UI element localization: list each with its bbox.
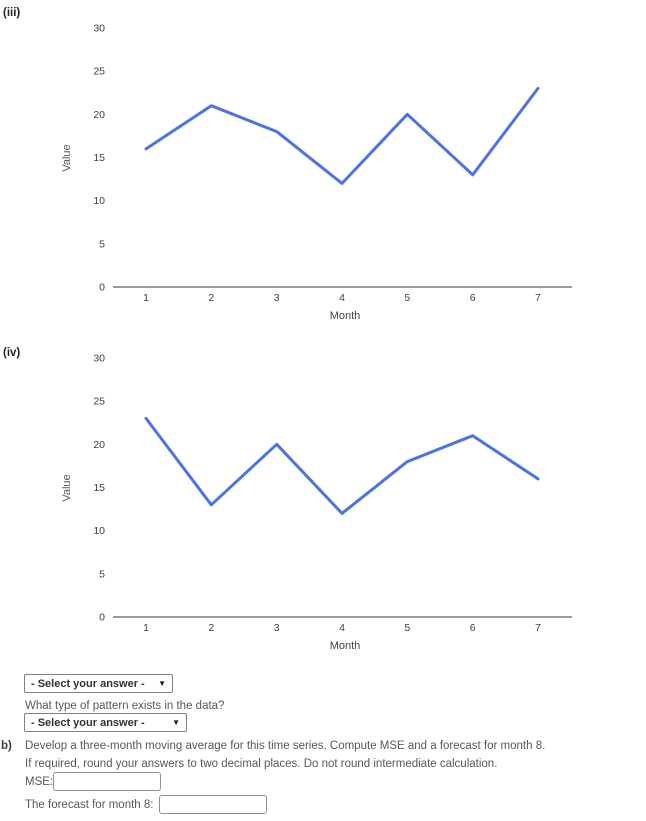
svg-text:3: 3 [274,292,280,304]
pattern-question-text: What type of pattern exists in the data? [25,700,225,712]
chart-panel-iii: (iii) Value 0 5 10 15 20 25 30 1 2 3 4 5 6 7 Month [0,0,646,330]
svg-text:4: 4 [339,622,345,634]
line-chart-iv: 0 5 10 15 20 25 30 1 2 3 4 5 6 7 [93,353,572,634]
svg-text:3: 3 [274,622,280,634]
x-axis-title: Month [329,310,361,322]
svg-text:2: 2 [208,622,214,634]
part-b-marker: b) [1,740,12,752]
svg-text:5: 5 [99,238,105,250]
svg-text:5: 5 [404,622,410,634]
answer-select-2[interactable]: - Select your answer - ▼ [24,713,187,732]
svg-text:15: 15 [93,152,105,164]
svg-text:10: 10 [93,525,105,537]
svg-text:5: 5 [99,568,105,580]
svg-text:25: 25 [93,66,105,78]
svg-text:10: 10 [93,195,105,207]
svg-text:15: 15 [93,482,105,494]
svg-text:20: 20 [93,109,105,121]
mse-label: MSE: [25,776,54,788]
svg-text:25: 25 [93,396,105,408]
panel-label-iv: (iv) [3,347,21,359]
svg-text:1: 1 [143,292,149,304]
answer-select-2-label: - Select your answer - [31,716,145,729]
svg-text:30: 30 [93,23,105,35]
svg-text:1: 1 [143,622,149,634]
panel-label-iii: (iii) [3,7,21,19]
answer-select-1-label: - Select your answer - [31,677,145,690]
svg-text:20: 20 [93,439,105,451]
svg-text:0: 0 [99,282,105,294]
line-chart-iii: 0 5 10 15 20 25 30 1 2 3 4 5 6 7 [93,23,572,304]
chevron-down-icon: ▼ [158,679,166,688]
part-b-instruction-line1: Develop a three-month moving average for… [25,740,546,752]
x-axis-title: Month [329,640,361,652]
chevron-down-icon: ▼ [172,718,180,727]
forecast-input[interactable] [159,795,267,814]
svg-text:6: 6 [470,292,476,304]
answer-select-1[interactable]: - Select your answer - ▼ [24,674,173,693]
svg-text:30: 30 [93,353,105,365]
forecast-label: The forecast for month 8: [25,799,154,811]
svg-text:6: 6 [470,622,476,634]
svg-text:4: 4 [339,292,345,304]
svg-text:0: 0 [99,612,105,624]
mse-input[interactable] [53,772,161,791]
svg-text:7: 7 [535,292,541,304]
part-b-instruction-line2: If required, round your answers to two d… [25,758,498,770]
svg-text:2: 2 [208,292,214,304]
svg-text:7: 7 [535,622,541,634]
chart-panel-iv: (iv) Value 0 5 10 15 20 25 30 1 2 3 4 5 6 7 Month [0,330,646,660]
svg-text:5: 5 [404,292,410,304]
